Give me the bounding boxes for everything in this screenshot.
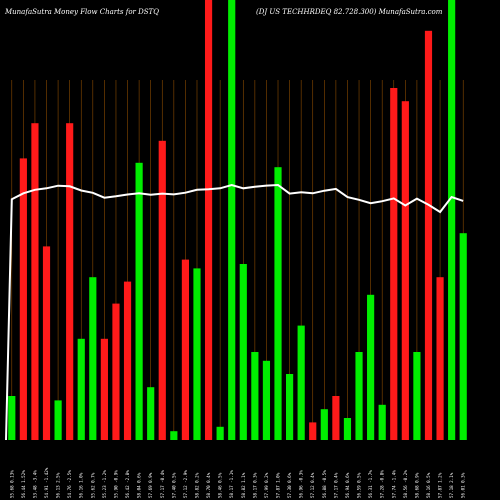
volume-bar (228, 0, 236, 440)
x-tick-label: 58.82 1.1% (241, 472, 246, 498)
x-tick-label: 57.18 2.1% (449, 472, 454, 498)
volume-bar (436, 277, 444, 440)
x-tick-label: 57.69 0.9% (148, 472, 153, 498)
volume-bar (193, 268, 201, 440)
volume-bar (262, 360, 271, 440)
volume-bar (285, 374, 294, 440)
volume-bar (297, 325, 305, 440)
x-tick-label: 58.56 -0.2% (403, 470, 408, 498)
x-tick-label: 58.04 0.6% (137, 472, 142, 498)
volume-bar (42, 246, 51, 440)
x-tick-label: 57.28 -0.8% (380, 470, 385, 498)
x-tick-label: 57.99 0.2% (264, 472, 269, 498)
volume-bar (343, 418, 352, 440)
x-axis-tick-labels: 55.68 0.13% 56.44 1.52% 53.48 -3.4% 54.91 -… (9, 467, 465, 498)
volume-bar (332, 396, 340, 440)
x-tick-label: 57.12 0.4% (310, 472, 315, 498)
x-tick-label: 57.87 1.2% (438, 472, 443, 498)
x-tick-label: 56.94 0.6% (345, 472, 350, 498)
volume-bar (8, 396, 16, 440)
x-tick-label: 56.42 -2.8% (125, 470, 130, 498)
volume-bar (123, 281, 132, 440)
x-tick-label: 56.01 0.3% (461, 472, 466, 498)
x-tick-label: 57.40 0.5% (171, 472, 176, 498)
volume-bar (181, 259, 190, 440)
x-tick-label: 58.17 -1.1% (229, 470, 234, 498)
volume-bar (239, 264, 247, 440)
x-tick-label: 58.46 0.5% (218, 472, 223, 498)
x-tick-label: 54.91 -1.42% (44, 467, 49, 498)
volume-bar (158, 140, 166, 441)
chart-title: MunafaSutra Money Flow Charts for DSTQ (4, 8, 159, 16)
x-tick-label: 54.76 -2.5% (67, 470, 72, 498)
volume-bar (204, 0, 213, 440)
volume-bar (112, 303, 120, 440)
volume-bar (89, 277, 97, 440)
volume-bar (216, 426, 224, 440)
volume-bar (424, 30, 433, 441)
x-tick-label: 55.90 -0.9% (114, 470, 119, 498)
x-tick-label: 58.68 0.9% (414, 472, 419, 498)
volume-bar (135, 162, 143, 441)
x-tick-label: 58.82 0.2% (195, 472, 200, 498)
volume-bar (31, 123, 39, 440)
x-tick-label: 57.17 -0.4% (160, 470, 165, 498)
volume-bar (413, 352, 421, 440)
x-tick-label: 56.13 2.5% (56, 472, 61, 498)
x-tick-label: 56.44 1.52% (21, 470, 26, 498)
chart-subtitle: (DJ US TECHHRDEQ 82.728.300) MunafaSutra… (256, 8, 443, 16)
volume-bar (320, 409, 328, 440)
volume-bar (367, 294, 375, 440)
volume-bar (274, 167, 282, 440)
volume-bar (66, 123, 74, 440)
volume-bars (8, 0, 467, 441)
x-tick-label: 53.48 -3.4% (32, 470, 37, 498)
volume-bar (19, 158, 27, 440)
volume-bar (355, 352, 363, 440)
x-tick-label: 57.12 -2.9% (183, 470, 188, 498)
x-tick-label: 56.88 -0.5% (322, 470, 327, 498)
x-tick-label: 56.16 1.0% (79, 472, 84, 498)
volume-bar (170, 431, 178, 440)
volume-bar (251, 352, 259, 440)
price-line (5, 183, 464, 441)
price-line-group (5, 183, 464, 441)
x-tick-label: 55.23 -1.2% (102, 470, 107, 498)
volume-bar (147, 387, 155, 440)
volume-bar (459, 233, 467, 440)
x-tick-label: 58.70 0.4% (206, 472, 211, 498)
volume-bar (309, 422, 317, 440)
x-tick-label: 57.87 1.0% (276, 472, 281, 498)
x-tick-label: 56.31 -1.7% (368, 470, 373, 498)
x-tick-label: 58.16 0.5% (426, 472, 431, 498)
x-tick-label: 56.59 0.5% (357, 472, 362, 498)
volume-bar (378, 404, 386, 440)
volume-bar (401, 101, 409, 440)
volume-bar (54, 400, 62, 440)
volume-bar (77, 338, 85, 440)
volume-bar (100, 338, 108, 440)
x-tick-label: 57.30 0.6% (287, 472, 292, 498)
volume-bar (390, 88, 398, 440)
x-tick-label: 55.68 0.13% (9, 470, 14, 498)
x-tick-label: 56.96 -0.3% (299, 470, 304, 498)
x-tick-label: 57.17 0.4% (333, 472, 338, 498)
volume-bar (448, 0, 456, 440)
x-tick-label: 57.74 -1.4% (391, 470, 396, 498)
x-tick-label: 58.17 0.3% (252, 472, 257, 498)
x-tick-label: 55.62 0.7% (90, 472, 95, 498)
